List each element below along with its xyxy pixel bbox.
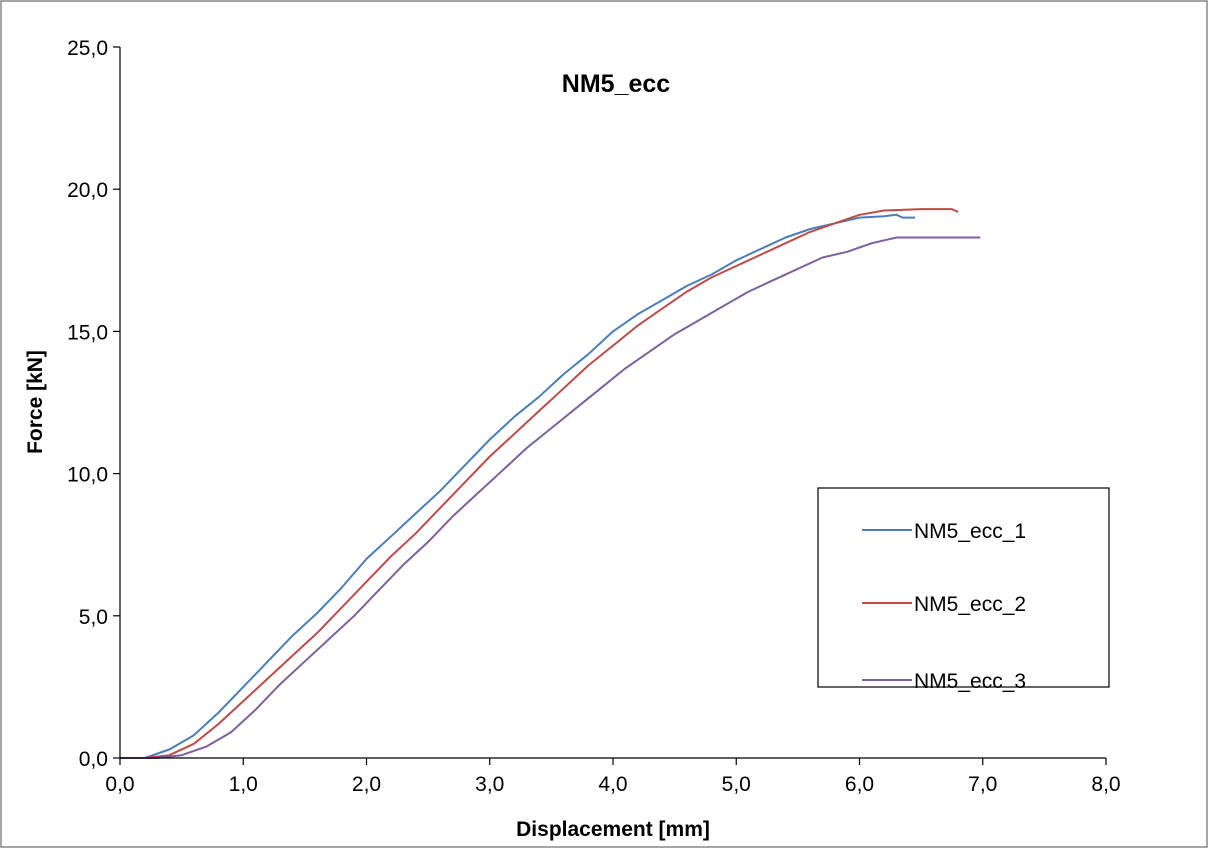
x-axis-ticks: 0,0 1,0 2,0 3,0 4,0 5,0 6,0 7,0 8,0: [105, 758, 1121, 796]
y-tick-label: 15,0: [67, 321, 108, 344]
legend-label-1: NM5_ecc_1: [914, 520, 1026, 543]
legend-box: [817, 487, 1110, 688]
x-tick-label: 4,0: [598, 773, 627, 796]
series-line-3: [120, 236, 981, 759]
y-tick-label: 10,0: [67, 464, 108, 487]
x-tick-label: 0,0: [105, 773, 134, 796]
x-tick-label: 6,0: [845, 773, 874, 796]
y-tick-label: 20,0: [67, 179, 108, 202]
x-tick-label: 2,0: [352, 773, 381, 796]
series-line-1: [120, 213, 915, 759]
legend: NM5_ecc_1 NM5_ecc_2 NM5_ecc_3: [817, 487, 1110, 693]
x-tick-label: 5,0: [722, 773, 751, 796]
x-tick-label: 7,0: [968, 773, 997, 796]
series-layer: [120, 208, 981, 759]
x-tick-label: 8,0: [1091, 773, 1120, 796]
x-tick-label: 1,0: [229, 773, 258, 796]
y-axis-ticks: 0,0 5,0 10,0 15,0 20,0 25,0: [67, 37, 120, 771]
series-line-2: [120, 208, 959, 759]
legend-label-2: NM5_ecc_2: [914, 593, 1026, 616]
legend-label-3: NM5_ecc_3: [914, 670, 1026, 693]
y-tick-label: 0,0: [79, 748, 108, 771]
chart-title: NM5_ecc: [562, 70, 670, 98]
y-tick-label: 25,0: [67, 37, 108, 60]
x-axis-label: Displacement [mm]: [516, 818, 710, 841]
y-tick-label: 5,0: [79, 606, 108, 629]
y-axis-label: Force [kN]: [24, 350, 47, 454]
x-tick-label: 3,0: [475, 773, 504, 796]
